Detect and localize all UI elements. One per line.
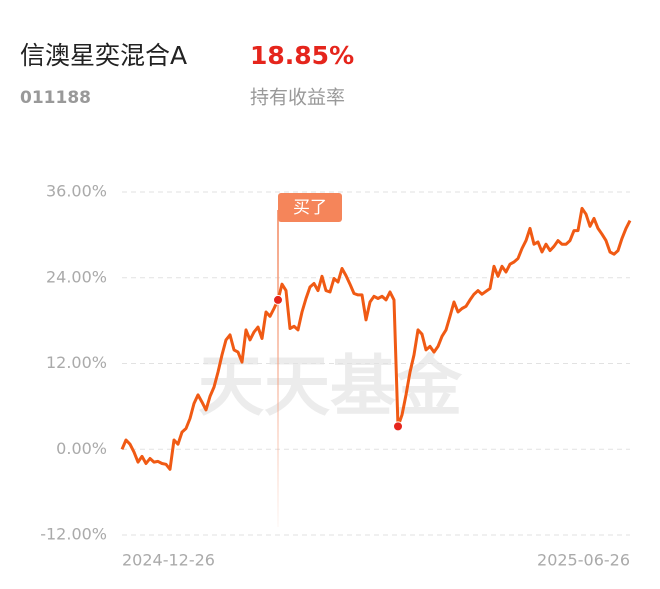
x-tick-label: 2024-12-26 — [122, 551, 215, 570]
y-tick-label: -12.00% — [40, 525, 107, 544]
watermark: 天天基金 — [198, 347, 463, 425]
buy-line — [277, 210, 279, 527]
buy-tag — [278, 193, 342, 222]
y-tick-label: 0.00% — [56, 439, 107, 458]
fund-code: 011188 — [20, 88, 91, 108]
marked-point — [273, 294, 283, 305]
fund-name: 信澳星奕混合A — [20, 41, 187, 70]
return-label: 持有收益率 — [250, 87, 345, 109]
line-series — [120, 206, 632, 471]
y-tick-label: 24.00% — [46, 267, 107, 286]
y-tick-label: 36.00% — [46, 182, 107, 201]
marked-point — [393, 421, 403, 432]
fund-return: 18.85% — [250, 41, 354, 70]
x-tick-label: 2025-06-26 — [537, 551, 630, 570]
chart: 天天基金 -12.00% 0.00% 12.00% 24.00% 36.00% 2024-1… — [40, 182, 632, 570]
y-tick-label: 12.00% — [46, 353, 107, 372]
buy-tag-label: 买了 — [293, 198, 327, 218]
